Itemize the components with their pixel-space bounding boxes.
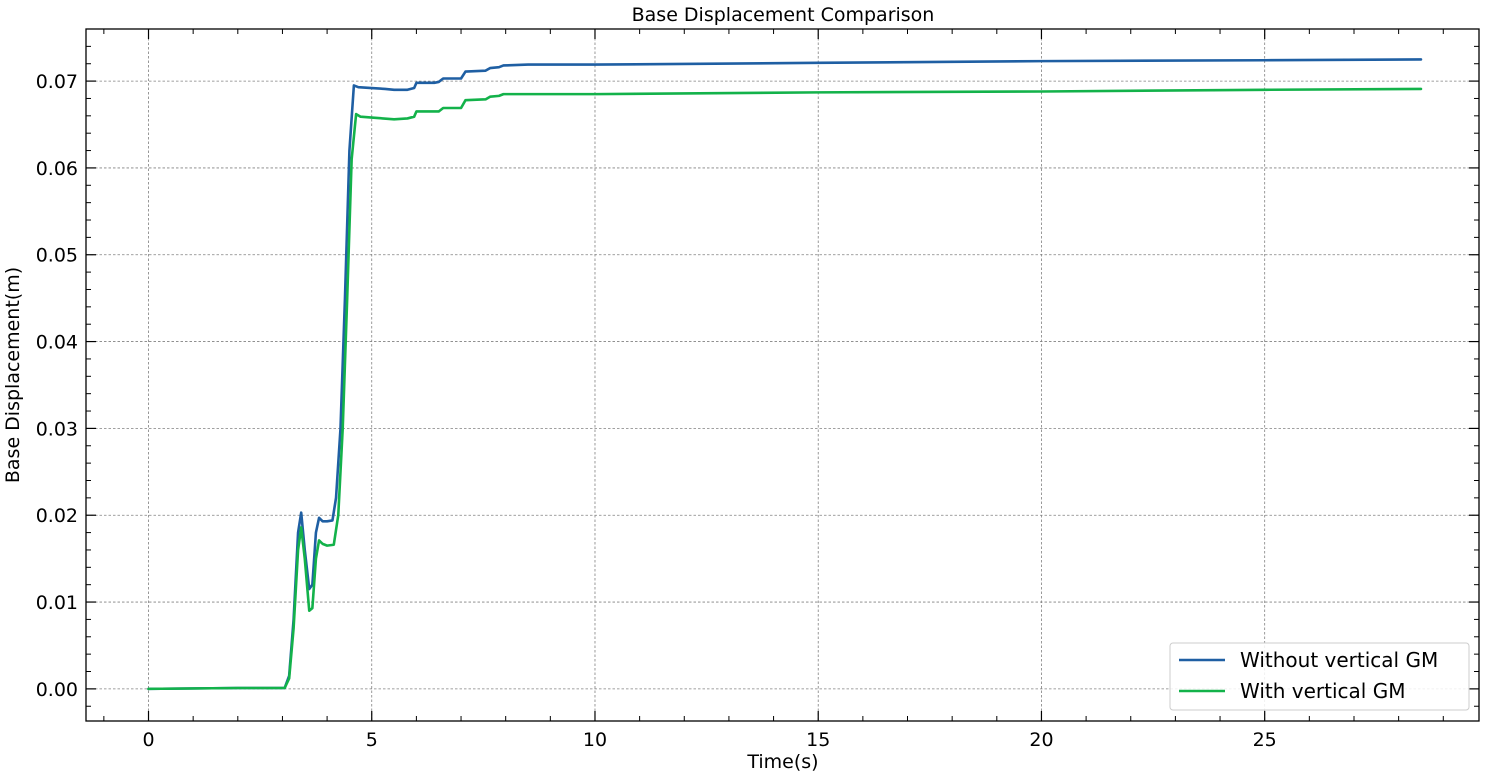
series-lines	[147, 58, 1423, 691]
y-tick-label: 0.01	[36, 592, 78, 614]
plot-frame	[85, 28, 1480, 722]
y-tick-label: 0.05	[36, 245, 78, 267]
series-line-with-vertical-gm	[147, 87, 1423, 691]
y-tick-label: 0.03	[36, 418, 78, 440]
x-tick-label: 5	[366, 729, 378, 751]
y-tick-label: 0.02	[36, 505, 78, 527]
legend: Without vertical GM With vertical GM	[1169, 642, 1470, 711]
chart-title: Base Displacement Comparison	[632, 4, 935, 26]
x-tick-label: 25	[1253, 729, 1277, 751]
legend-box	[1169, 642, 1470, 711]
x-axis-label: Time(s)	[746, 751, 818, 773]
series-line-without-vertical-gm	[147, 58, 1423, 691]
x-tick-label: 15	[806, 729, 830, 751]
legend-label-with-vertical-gm: With vertical GM	[1240, 679, 1405, 703]
y-axis-label: Base Displacement(m)	[2, 267, 24, 483]
x-tick-label: 0	[142, 729, 154, 751]
axis-ticks	[86, 29, 1479, 721]
grid	[86, 29, 1479, 721]
legend-label-without-vertical-gm: Without vertical GM	[1240, 648, 1438, 672]
x-tick-label: 10	[583, 729, 607, 751]
y-tick-label: 0.06	[36, 158, 78, 180]
y-tick-label: 0.07	[36, 71, 78, 93]
y-tick-label: 0.04	[36, 332, 78, 354]
tick-labels: 0 5 10 15 20 25 0.00 0.01 0.02 0.03 0.04 0.05 0.06 0.…	[36, 71, 1277, 751]
x-tick-label: 20	[1029, 729, 1053, 751]
y-tick-label: 0.00	[36, 679, 78, 701]
